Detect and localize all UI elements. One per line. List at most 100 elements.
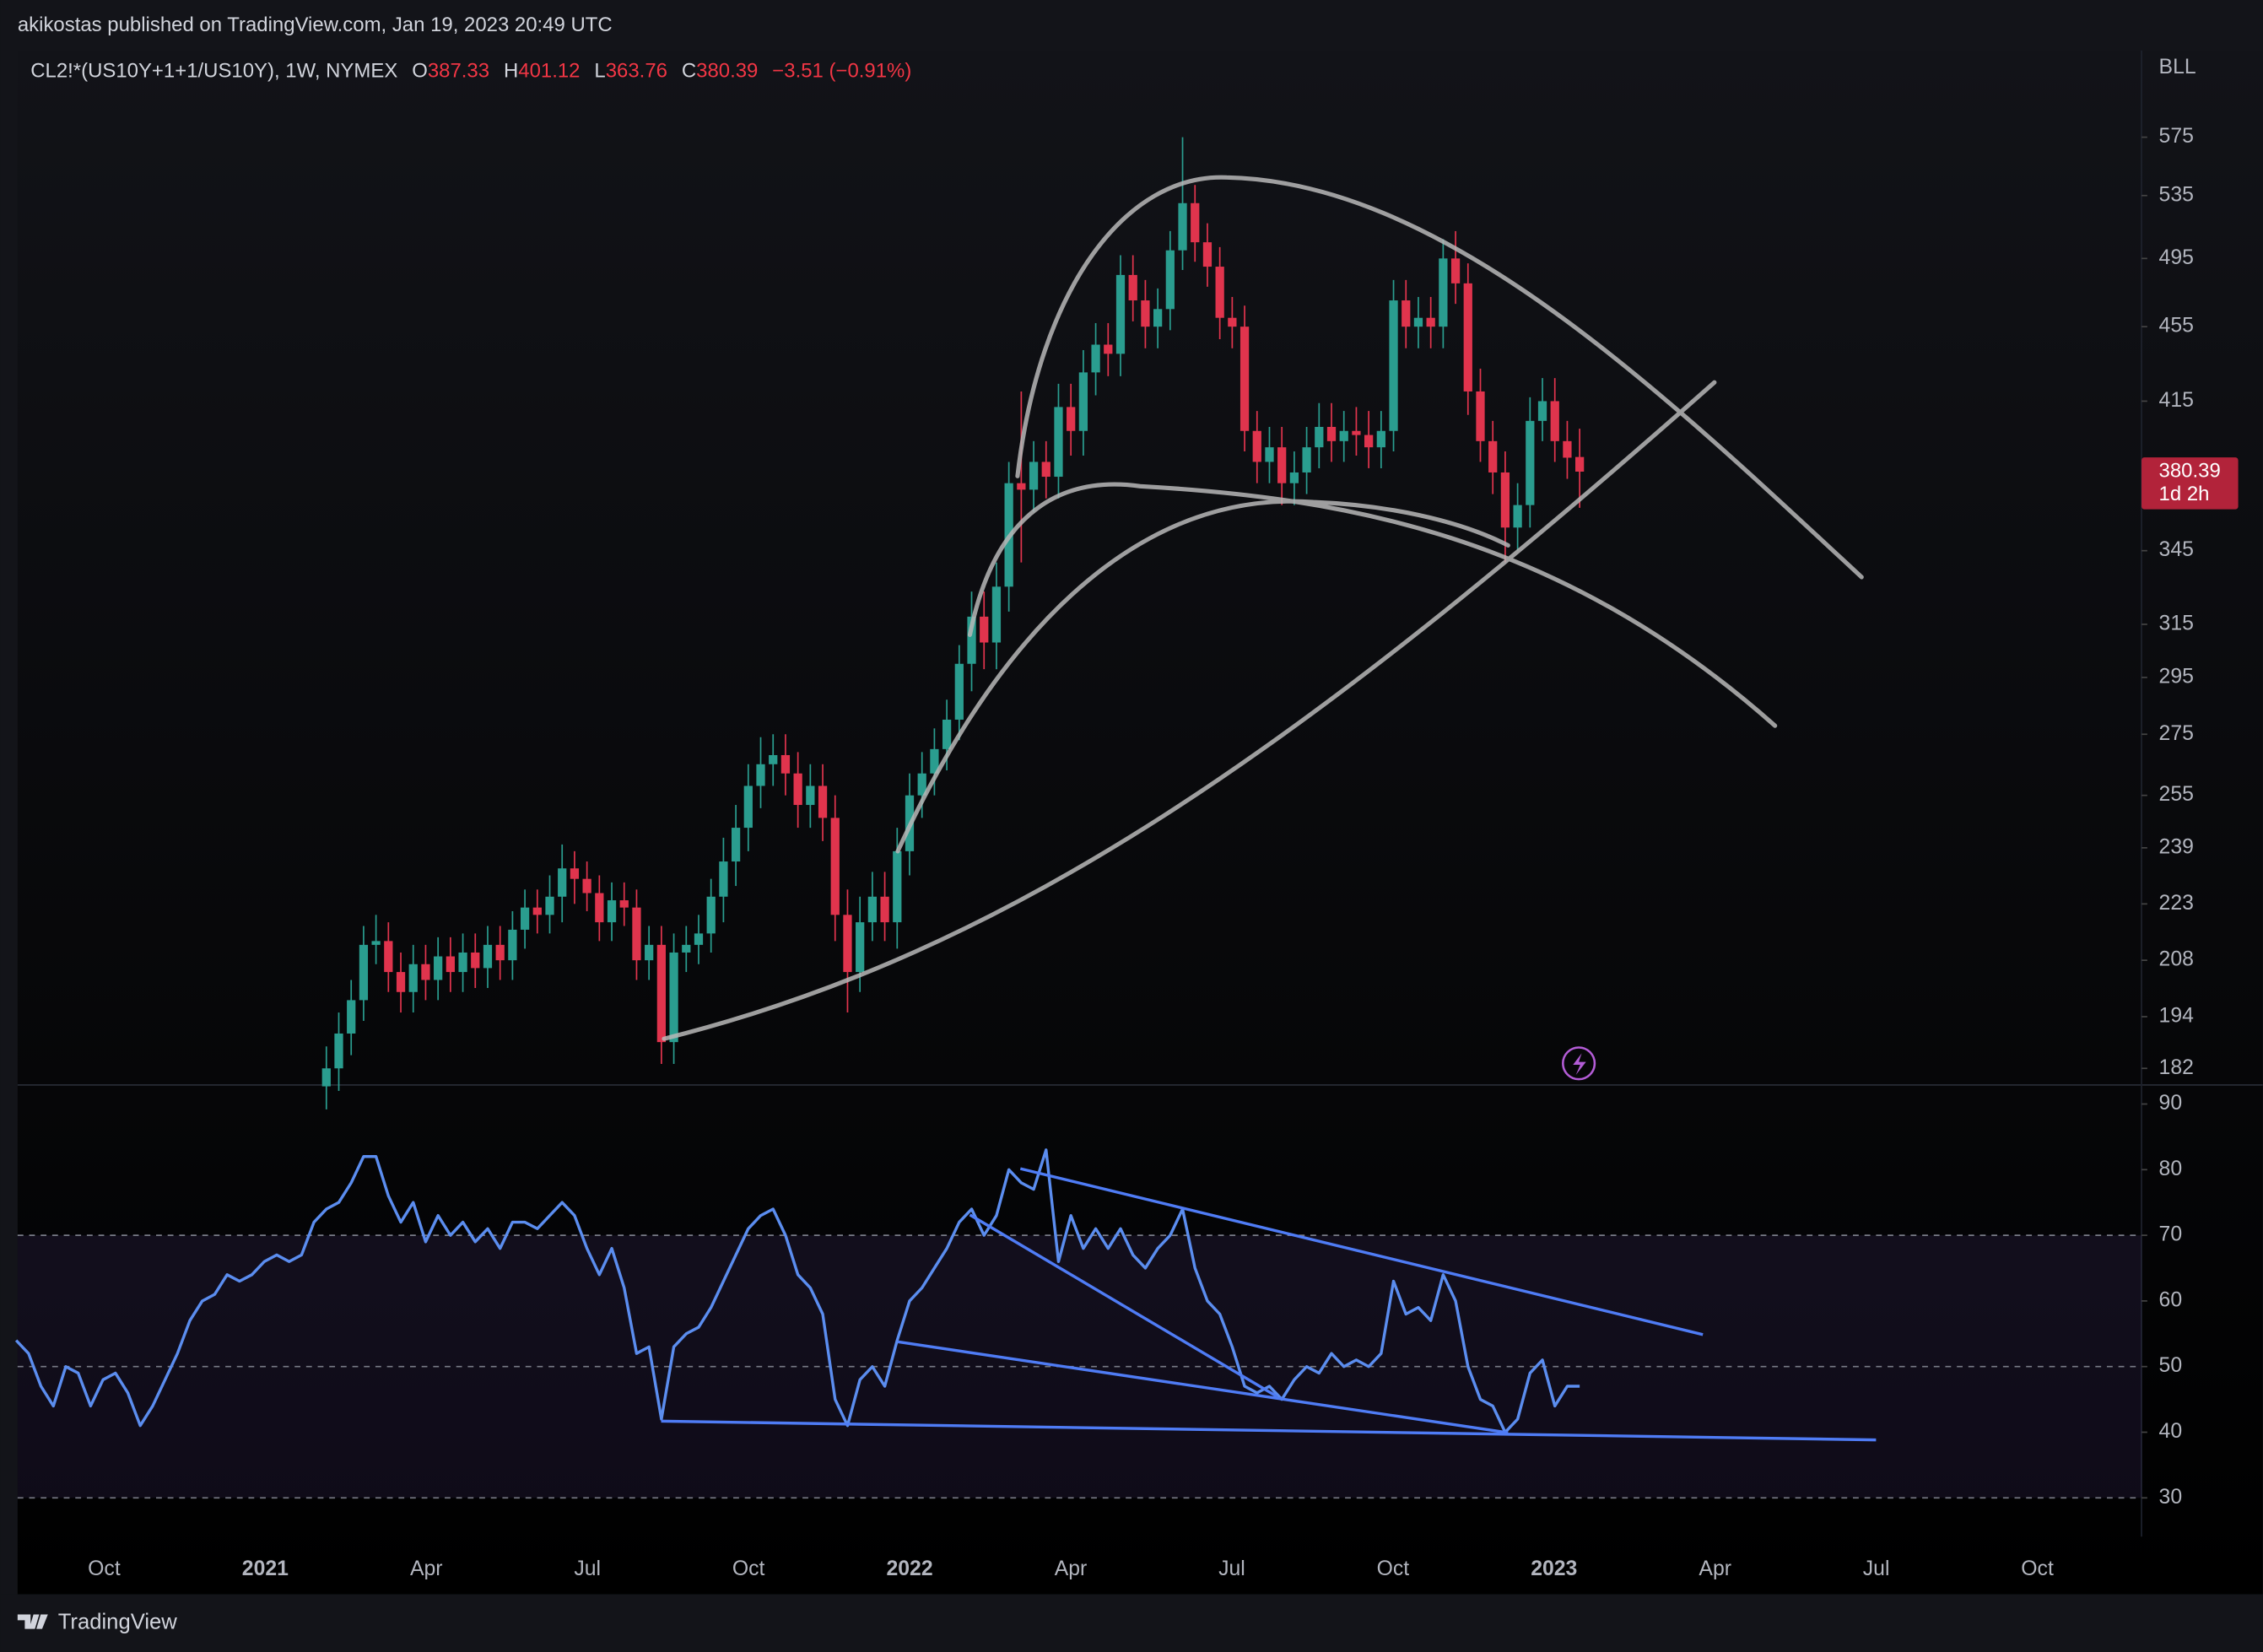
y-tick-label: 275	[2159, 722, 2194, 745]
candle-body	[1104, 344, 1113, 354]
candle-body	[495, 944, 505, 961]
candle-body	[607, 900, 617, 923]
price-badge	[2141, 457, 2239, 510]
x-tick-label: 2021	[242, 1558, 289, 1580]
y-tick-label: 30	[2159, 1486, 2183, 1509]
event-icon[interactable]	[1562, 1046, 1596, 1081]
candle-body	[756, 764, 765, 786]
candle-body	[1289, 472, 1299, 483]
candle-body	[893, 850, 902, 923]
candle-body	[1017, 483, 1026, 490]
candle-body	[371, 941, 381, 945]
candle-body	[1376, 430, 1385, 448]
candle-body	[1277, 447, 1287, 483]
candle-body	[954, 663, 964, 720]
candle-body	[1326, 426, 1337, 441]
candle-body	[1091, 344, 1100, 373]
candle-body	[532, 907, 542, 915]
y-tick-label: 315	[2159, 613, 2194, 635]
candle-body	[942, 719, 952, 749]
candle-body	[706, 896, 716, 934]
candle-body	[1078, 372, 1088, 431]
candle-body	[1215, 267, 1224, 318]
y-tick-label: 345	[2159, 538, 2194, 561]
ohlc-value: 401.12	[518, 60, 580, 83]
candle-body	[1476, 391, 1485, 441]
y-tick-label: 415	[2159, 389, 2194, 412]
candle-body	[1178, 202, 1187, 251]
candle-body	[421, 964, 430, 980]
candle-body	[719, 861, 728, 897]
candle-body	[793, 773, 802, 806]
legend-line: CL2!*(US10Y+1+1/US10Y), 1W, NYMEX O387.3…	[30, 60, 911, 83]
candle-body	[1202, 242, 1213, 267]
candle-body	[458, 952, 467, 973]
candle-body	[1537, 401, 1547, 421]
candle-body	[818, 786, 828, 818]
candle-body	[446, 956, 455, 973]
candle-body	[1526, 420, 1535, 505]
candle-body	[769, 754, 778, 764]
candle-body	[483, 944, 493, 969]
trendline	[661, 1419, 1877, 1442]
marks: 182 194 208 223 239 255 275 295 315 345 415 455 495 5…	[14, 125, 2194, 1580]
ohlc-key: O	[412, 60, 428, 83]
y-tick-label: 495	[2159, 246, 2194, 269]
y-tick-label: 223	[2159, 892, 2194, 915]
candle-body	[917, 773, 926, 796]
change: −3.51 (−0.91%)	[772, 60, 911, 83]
rsi-line	[14, 1148, 1580, 1434]
candle-body	[967, 616, 976, 664]
y-tick-label: 40	[2159, 1420, 2183, 1443]
candle-body	[1191, 202, 1200, 243]
candle-body	[1302, 447, 1311, 472]
candle-body	[843, 915, 852, 973]
candle-body	[1128, 274, 1137, 301]
candle-body	[1067, 407, 1076, 431]
candle-body	[334, 1033, 343, 1069]
candle-body	[980, 616, 989, 643]
candle-body	[1426, 317, 1435, 327]
x-tick-label: Jul	[1863, 1558, 1890, 1580]
y-tick-label: 90	[2159, 1092, 2183, 1115]
candle-body	[1402, 300, 1411, 327]
candle-body	[1563, 440, 1572, 458]
candle-body	[656, 944, 666, 1043]
trendlines	[661, 1167, 1877, 1442]
candle-body	[1352, 430, 1361, 435]
footer	[0, 1594, 2263, 1652]
ohlc-value: 387.33	[428, 60, 489, 83]
y-tick-label: 60	[2159, 1288, 2183, 1311]
candle-body	[856, 922, 865, 973]
candle-body	[384, 941, 393, 973]
y-tick-label: 50	[2159, 1354, 2183, 1377]
candle-body	[570, 868, 580, 879]
candle-body	[1141, 300, 1150, 327]
x-tick-label: Oct	[732, 1558, 765, 1580]
candle-body	[1228, 317, 1237, 327]
arc	[967, 482, 1778, 728]
x-tick-label: 2022	[887, 1558, 933, 1580]
candle-body	[619, 900, 629, 908]
candle-body	[1115, 274, 1126, 354]
candle-body	[1029, 462, 1039, 490]
candle-body	[558, 868, 567, 897]
candle-body	[396, 972, 406, 992]
ohlc-key: L	[594, 60, 605, 83]
candle-body	[632, 907, 641, 961]
brand-logo	[17, 1614, 48, 1629]
candle-body	[880, 896, 889, 923]
chart-area	[17, 50, 2263, 1595]
arc	[1015, 175, 1864, 580]
candle-body	[545, 896, 554, 915]
candle-body	[806, 786, 815, 806]
candle-body	[1339, 430, 1348, 441]
ohlc-key: H	[504, 60, 518, 83]
publisher: akikostas published on TradingView.com, …	[18, 13, 613, 36]
candle-body	[1500, 472, 1510, 528]
y-tick-label: 182	[2159, 1056, 2194, 1079]
candle-body	[359, 944, 369, 1001]
trendline	[1019, 1167, 1704, 1336]
